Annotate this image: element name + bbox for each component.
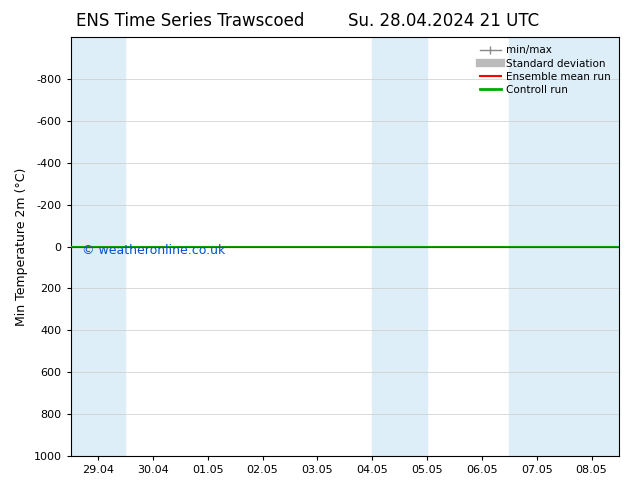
Legend: min/max, Standard deviation, Ensemble mean run, Controll run: min/max, Standard deviation, Ensemble me… xyxy=(477,42,614,98)
Text: © weatheronline.co.uk: © weatheronline.co.uk xyxy=(82,245,225,257)
Text: Su. 28.04.2024 21 UTC: Su. 28.04.2024 21 UTC xyxy=(348,12,540,30)
Bar xyxy=(70,37,126,456)
Bar xyxy=(372,37,427,456)
Text: ENS Time Series Trawscoed: ENS Time Series Trawscoed xyxy=(76,12,304,30)
Y-axis label: Min Temperature 2m (°C): Min Temperature 2m (°C) xyxy=(15,167,28,326)
Bar xyxy=(509,37,619,456)
